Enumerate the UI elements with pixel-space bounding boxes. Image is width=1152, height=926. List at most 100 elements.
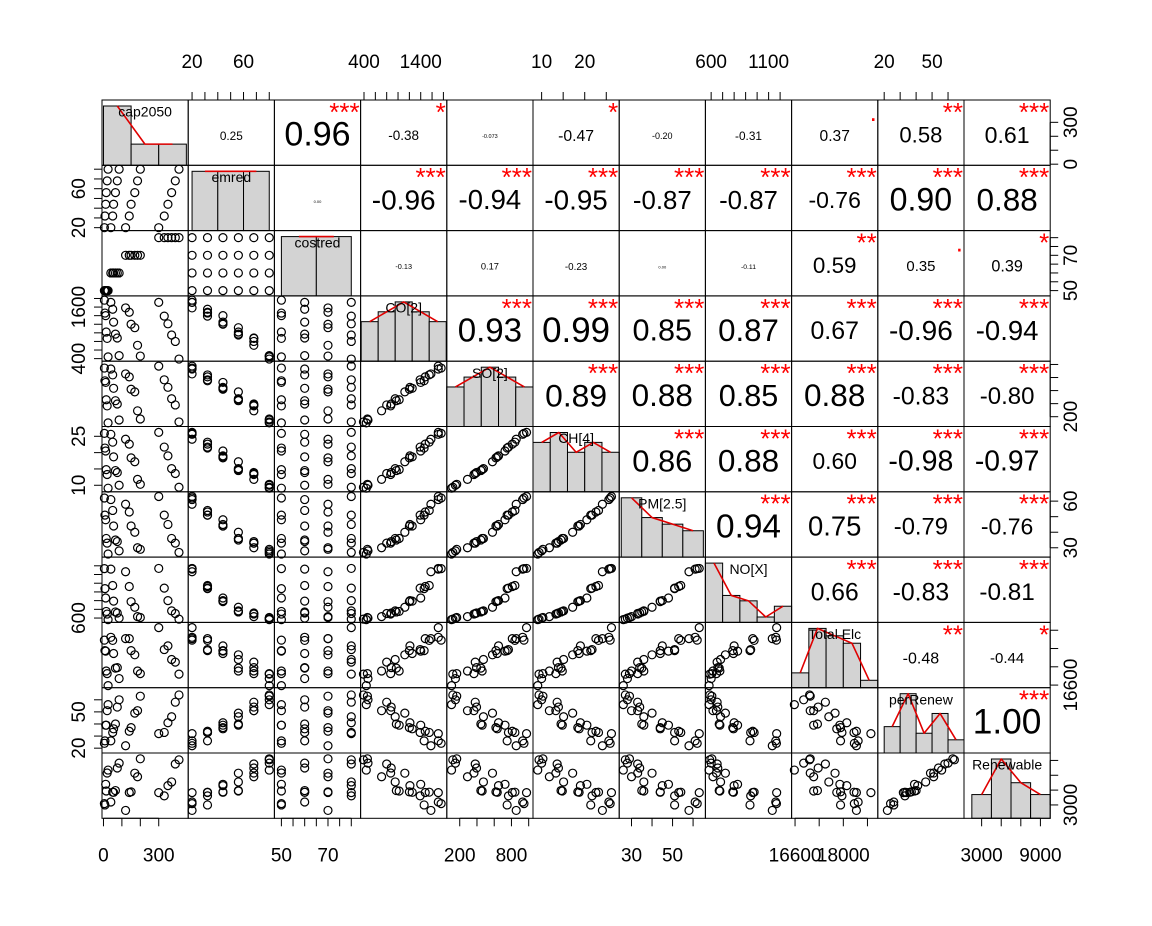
scatter-point (323, 319, 333, 329)
significance-stars: *** (1019, 685, 1049, 715)
scatter-point (624, 691, 635, 701)
scatter-point (552, 538, 562, 548)
scatter-point (708, 706, 718, 716)
scatter-point (108, 370, 118, 380)
scatter-point (163, 199, 173, 209)
scatter-point (264, 250, 274, 260)
scatter-point (386, 702, 396, 712)
scatter-point (323, 372, 333, 382)
scatter-point (103, 681, 113, 691)
variable-name: CO[2] (385, 300, 422, 316)
scatter-point (448, 755, 458, 765)
scatter-point (102, 706, 112, 716)
scatter-point (346, 491, 356, 502)
scatter-point (264, 544, 274, 554)
histogram-bar (566, 451, 586, 493)
scatter-point (218, 377, 228, 388)
variable-name: SO[2] (472, 365, 508, 381)
scatter-point (124, 211, 134, 221)
correlation-value: -0.23 (565, 262, 588, 273)
scatter-point (130, 187, 140, 198)
scatter-point (102, 668, 112, 679)
scatter-point (346, 654, 356, 665)
x-tick-label: 800 (496, 845, 528, 866)
scatter-point (346, 690, 356, 700)
scatter-point (493, 451, 504, 461)
scatter-point (346, 464, 356, 474)
scatter-point (416, 446, 426, 456)
scatter-point (452, 754, 462, 764)
scatter-point (949, 755, 960, 765)
scatter-point (748, 726, 758, 736)
scatter-point (568, 768, 578, 778)
significance-stars: ** (943, 619, 963, 649)
correlation-value: -0.76 (981, 514, 1033, 540)
scatter-point (813, 763, 823, 773)
scatter-point (300, 702, 310, 712)
scatter-point (574, 724, 584, 734)
scatter-point (534, 669, 544, 679)
scatter-point (102, 333, 112, 344)
scatter-point (390, 777, 400, 787)
scatter-point (487, 768, 498, 778)
scatter-point (112, 333, 122, 343)
scatter-point (202, 372, 213, 382)
scatter-point (433, 427, 443, 437)
scatter-point (109, 521, 119, 531)
scatter-point (110, 535, 121, 545)
scatter-point (500, 720, 510, 730)
scatter-point (469, 668, 479, 679)
scatter-point (103, 286, 113, 296)
scatter-point (99, 493, 109, 503)
scatter-point (694, 729, 704, 739)
correlation-value: 0.75 (808, 511, 861, 542)
significance-stars: *** (1019, 554, 1049, 584)
scatter-point (471, 702, 482, 712)
scatter-point (110, 719, 121, 729)
scatter-point (391, 607, 401, 617)
scatter-point (415, 375, 425, 385)
scatter-point (470, 759, 480, 769)
scatter-point (218, 596, 228, 606)
scatter-point (154, 223, 164, 233)
histogram-bar (411, 311, 430, 362)
scatter-point (202, 311, 213, 321)
significance-stars: * (1039, 619, 1049, 649)
y-tick-label: 20 (69, 217, 90, 238)
scatter-point (323, 453, 333, 463)
scatter-point (605, 799, 615, 809)
scatter-point (167, 187, 177, 198)
scatter-point (390, 464, 400, 474)
scatter-point (582, 593, 592, 603)
scatter-point (163, 641, 173, 651)
scatter-point (103, 765, 113, 775)
scatter-point (415, 727, 425, 738)
scatter-point (108, 635, 118, 646)
scatter-point (112, 467, 122, 478)
scatter-point (713, 763, 723, 773)
scatter-point (218, 446, 228, 456)
scatter-point (416, 515, 426, 525)
scatter-point (346, 510, 356, 520)
scatter-point (415, 644, 425, 655)
scatter-point (218, 382, 228, 392)
scatter-point (264, 673, 274, 684)
scatter-point (346, 712, 356, 722)
scatter-point (853, 797, 863, 807)
scatter-point (300, 695, 310, 705)
scatter-point (300, 546, 310, 556)
significance-stars: *** (1019, 162, 1049, 192)
scatter-point (582, 720, 592, 730)
significance-stars: *** (1019, 358, 1049, 388)
scatter-point (534, 614, 544, 624)
scatter-point (170, 468, 180, 479)
scatter-point (233, 457, 243, 467)
scatter-point (573, 723, 583, 733)
y-tick-label: 30 (1061, 537, 1082, 558)
scatter-point (300, 364, 310, 374)
scatter-point (276, 666, 286, 676)
scatter-point (106, 364, 116, 374)
scatter-point (300, 797, 310, 807)
histogram-bar (641, 517, 663, 558)
